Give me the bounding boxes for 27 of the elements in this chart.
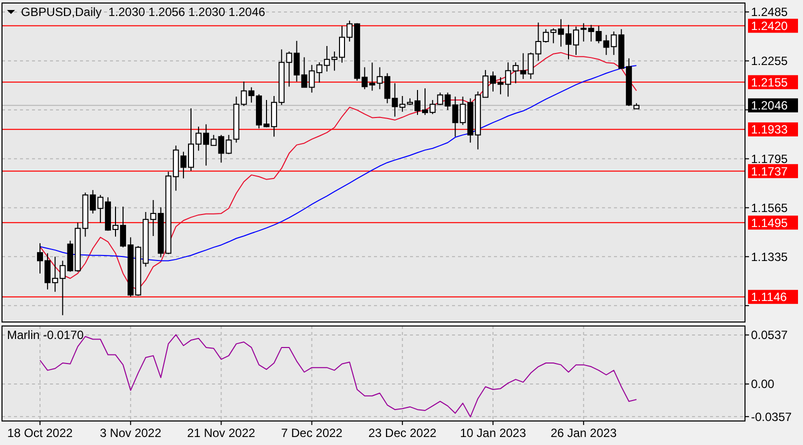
x-tick-label: 21 Nov 2022 [187, 426, 256, 440]
ref-line-label: 1.2420 [751, 18, 788, 33]
x-tick-label: 7 Dec 2022 [281, 426, 343, 440]
x-tick-label: 26 Jan 2023 [550, 426, 617, 440]
x-tick-label: 18 Oct 2022 [7, 426, 74, 440]
ref-line-label: 1.1737 [751, 164, 788, 178]
ref-line-label: 1.2155 [751, 75, 788, 90]
y-tick-label: 1.1795 [751, 152, 788, 166]
y-tick-label: 1.1335 [751, 250, 788, 264]
ref-line-label: 1.1933 [751, 122, 788, 137]
ref-line-label: 1.1495 [751, 216, 788, 230]
ref-line-label: 1.1146 [751, 290, 788, 304]
y-tick-label: 0.00 [751, 377, 775, 392]
chart-title: Marlin -0.0170 [7, 328, 84, 342]
x-tick-label: 23 Dec 2022 [368, 426, 437, 440]
line-series [40, 65, 637, 262]
chart-title: GBPUSD,Daily 1.2030 1.2056 1.2030 1.2046 [21, 5, 266, 19]
y-tick-label: 0.0537 [751, 328, 788, 342]
y-tick-label: 1.1565 [751, 200, 788, 215]
x-tick-label: 3 Nov 2022 [100, 426, 162, 440]
ref-line-label: 1.2046 [751, 98, 788, 113]
x-tick-label: 10 Jan 2023 [460, 426, 526, 440]
candlestick [226, 134, 232, 155]
y-tick-label: 1.2255 [751, 54, 788, 68]
line-series [40, 52, 637, 290]
y-tick-label: 1.2485 [751, 5, 788, 20]
y-tick-label: -0.0357 [751, 410, 792, 424]
